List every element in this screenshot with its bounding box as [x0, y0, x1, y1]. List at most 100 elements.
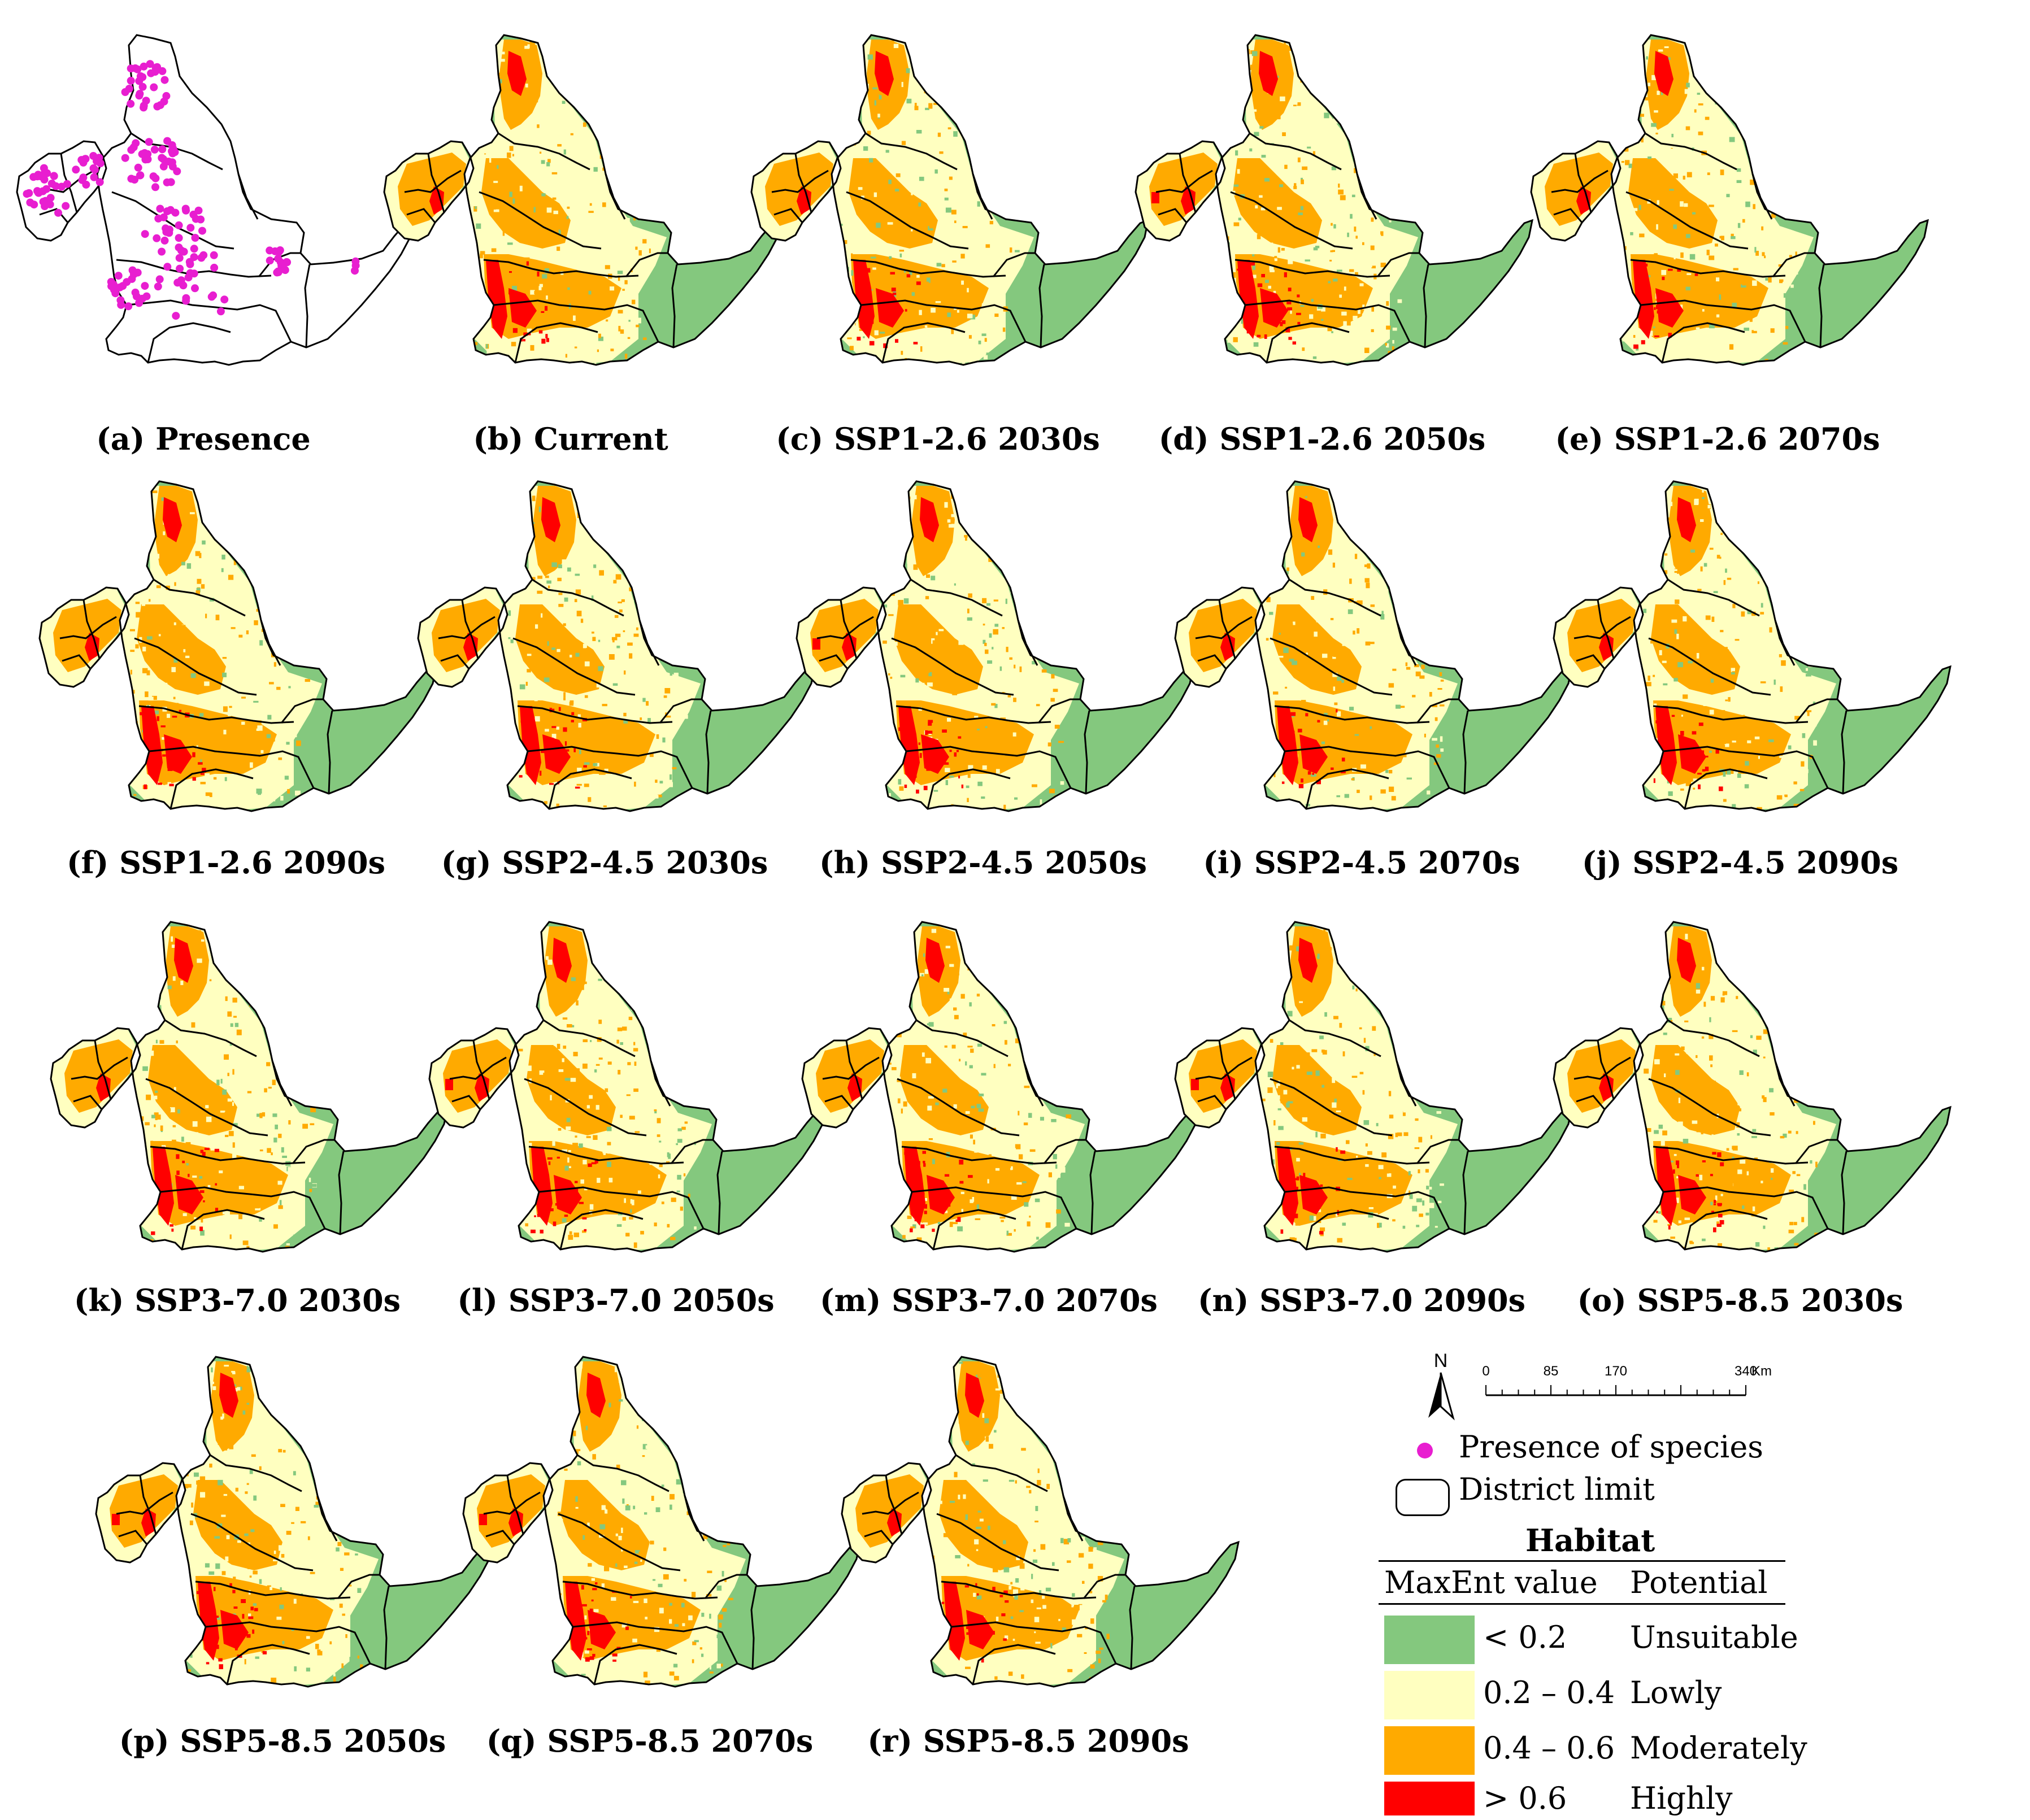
presence-point: [281, 265, 289, 274]
scale-tick-label: 0: [1482, 1364, 1489, 1379]
presence-point: [50, 172, 58, 180]
district-limit-swatch: [1396, 1479, 1450, 1516]
presence-point: [210, 251, 218, 259]
caption-f: (f) SSP1-2.6 2090s: [67, 844, 385, 881]
highly-area: [219, 1373, 238, 1418]
presence-point: [184, 273, 193, 282]
presence-point: [175, 221, 183, 229]
highly-area: [508, 288, 537, 328]
map-panel-k: (k) SSP3-7.0 2030s: [40, 909, 449, 1350]
highly-area: [112, 1514, 120, 1525]
map-panel-i: (i) SSP2-4.5 2070s: [1164, 469, 1573, 909]
presence-point: [162, 92, 171, 100]
highly-area: [965, 1373, 984, 1418]
moderately-area: [939, 1480, 1028, 1570]
highly-area: [966, 1610, 994, 1649]
highly-area: [887, 1508, 902, 1536]
moderately-area: [1149, 153, 1218, 226]
presence-point: [127, 76, 135, 85]
caption-a: (a) Presence: [96, 421, 311, 457]
legend-rule-bottom: [1379, 1603, 1785, 1605]
moderately-area: [477, 1474, 545, 1548]
caption-q: (q) SSP5-8.5 2070s: [486, 1723, 814, 1759]
district-boundaries: [449, 1019, 723, 1250]
highly-area: [1299, 734, 1328, 774]
presence-point: [141, 230, 149, 238]
presence-point: [128, 266, 137, 275]
highly-area: [1237, 260, 1259, 339]
map-panel-h: (h) SSP2-4.5 2050s: [785, 469, 1194, 909]
legend-range-unsuitable: < 0.2: [1483, 1619, 1567, 1655]
map-r: [841, 1356, 1240, 1688]
presence-point: [186, 260, 194, 268]
presence-point: [95, 178, 104, 186]
presence-point: [351, 262, 360, 270]
highly-area: [565, 1582, 586, 1661]
moderately-area: [193, 1480, 282, 1570]
highly-area: [1220, 633, 1235, 661]
presence-point: [162, 228, 171, 236]
highly-area: [553, 938, 572, 983]
map-m: [801, 921, 1200, 1253]
district-boundaries: [71, 1019, 345, 1250]
presence-point: [177, 246, 185, 255]
presence-point: [121, 88, 129, 96]
highly-area: [1298, 497, 1318, 542]
highly-area: [1181, 186, 1196, 215]
presence-point: [168, 147, 176, 155]
presence-dot-icon: [1417, 1443, 1433, 1458]
presence-point: [266, 256, 274, 265]
presence-point: [140, 102, 148, 110]
presence-point: [127, 99, 135, 108]
highly-area: [507, 51, 527, 96]
presence-point: [220, 295, 229, 304]
presence-point: [209, 291, 218, 299]
highly-area: [1655, 706, 1677, 785]
map-l: [428, 921, 827, 1253]
legend-district-label: District limit: [1459, 1471, 1655, 1507]
caption-o: (o) SSP5-8.5 2030s: [1577, 1282, 1903, 1318]
caption-c: (c) SSP1-2.6 2030s: [776, 421, 1100, 457]
moderately-area: [53, 599, 121, 672]
legend-potential-moderately: Moderately: [1630, 1730, 1807, 1766]
highly-area: [531, 1147, 553, 1226]
caption-b: (b) Current: [473, 421, 668, 457]
highly-area: [920, 497, 939, 542]
highly-area: [174, 938, 193, 983]
highly-area: [429, 186, 444, 215]
highly-area: [1655, 288, 1684, 328]
presence-point: [138, 294, 146, 303]
presence-point: [156, 204, 164, 213]
legend-rule-top: [1379, 1560, 1785, 1562]
study-area-outline: [50, 921, 449, 1253]
moderately-area: [1189, 1039, 1257, 1113]
map-h: [796, 480, 1194, 812]
map-panel-f: (f) SSP1-2.6 2090s: [28, 469, 437, 909]
highly-area: [445, 1079, 453, 1090]
presence-point: [146, 60, 154, 68]
study-area-outline: [1174, 480, 1573, 812]
highly-area: [797, 186, 811, 215]
caption-j: (j) SSP2-4.5 2090s: [1581, 844, 1899, 881]
presence-point: [275, 247, 283, 256]
legend-range-highly: > 0.6: [1483, 1780, 1567, 1816]
moderately-area: [1272, 604, 1362, 695]
presence-point: [141, 282, 149, 290]
presence-point: [266, 246, 274, 255]
district-boundaries: [438, 578, 712, 809]
legend-swatch-highly: [1384, 1782, 1475, 1815]
legend-potential-lowly: Lowly: [1630, 1675, 1722, 1710]
highly-area: [542, 734, 571, 774]
presence-point: [124, 302, 133, 311]
legend-col-maxent: MaxEnt value: [1384, 1565, 1598, 1600]
moderately-area: [1628, 158, 1718, 249]
map-q: [462, 1356, 861, 1688]
presence-point: [34, 189, 42, 197]
presence-point: [135, 77, 144, 85]
study-area-outline: [95, 1356, 494, 1688]
highly-area: [1633, 260, 1654, 339]
presence-point: [134, 163, 142, 172]
presence-point: [95, 154, 103, 162]
moderately-area: [481, 158, 571, 249]
